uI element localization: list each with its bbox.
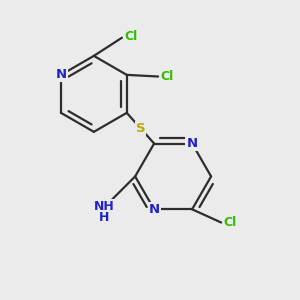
Text: H: H: [99, 211, 109, 224]
Text: NH: NH: [93, 200, 114, 213]
Text: N: N: [187, 137, 198, 150]
Text: N: N: [56, 68, 67, 81]
Text: Cl: Cl: [124, 30, 138, 43]
Text: S: S: [136, 122, 145, 135]
Text: Cl: Cl: [224, 216, 237, 229]
Text: Cl: Cl: [161, 70, 174, 83]
Text: N: N: [148, 203, 160, 216]
